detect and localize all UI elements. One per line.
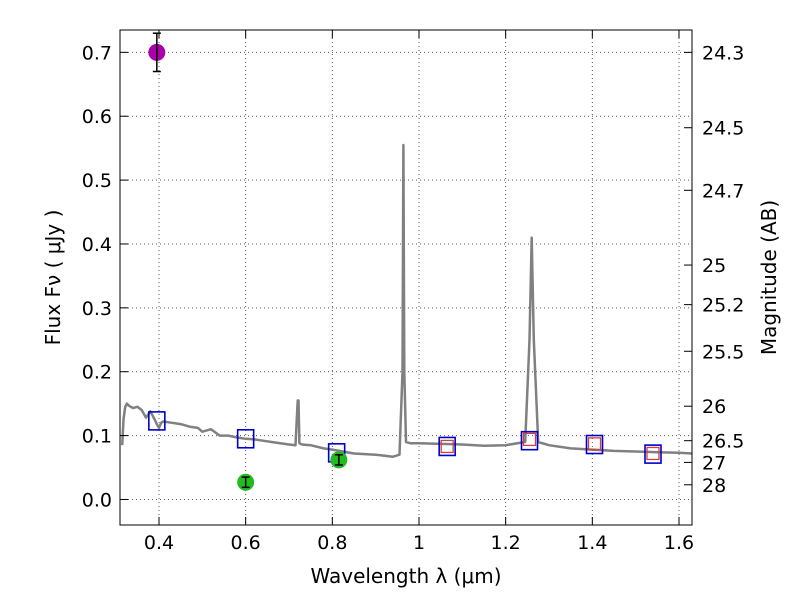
model-photometry-square — [585, 434, 604, 455]
y-tick-label: 0.3 — [82, 298, 112, 320]
observed-photometry-square — [646, 446, 660, 461]
observed-photometry-square — [440, 439, 454, 454]
y-tick-label: 0.0 — [82, 489, 112, 511]
x-tick-label: 0.4 — [144, 532, 174, 554]
x-tick-label: 1.6 — [664, 532, 694, 554]
right-tick-label: 28 — [702, 475, 726, 497]
x-tick-label: 1.4 — [577, 532, 607, 554]
right-tick-label: 26.5 — [702, 431, 744, 453]
y-tick-label: 0.2 — [82, 362, 112, 384]
axis-ticks: 0.4 0.6 0.8 1 1.2 1.4 1.6 0.0 0.1 0.2 0.3 0.4 0.5 0.6… — [82, 30, 744, 554]
model-photometry-square — [520, 430, 539, 451]
y-tick-label: 0.5 — [82, 170, 112, 192]
y-tick-label: 0.4 — [82, 234, 112, 256]
model-photometry-square — [148, 411, 166, 431]
right-axis-label: Magnitude (AB) — [757, 200, 781, 355]
plot-frame — [119, 29, 693, 526]
y-tick-label: 0.1 — [82, 426, 112, 448]
right-tick-label: 25 — [702, 255, 726, 277]
x-axis-label: Wavelength λ (μm) — [310, 564, 501, 588]
right-tick-label: 27 — [702, 452, 726, 474]
model-photometry-square — [644, 444, 662, 464]
x-tick-label: 0.8 — [317, 532, 347, 554]
model-photometry-square — [236, 428, 255, 449]
plot-series — [120, 32, 692, 491]
right-tick-label: 24.5 — [702, 118, 744, 140]
y-tick-label: 0.6 — [82, 106, 112, 128]
right-tick-label: 24.3 — [702, 42, 744, 64]
right-tick-label: 25.5 — [702, 341, 744, 363]
right-tick-label: 24.7 — [702, 180, 744, 202]
spectrum-line — [120, 143, 692, 458]
y-axis-label: Flux Fν ( μJy ) — [41, 210, 65, 346]
model-photometry-square — [438, 436, 456, 457]
right-tick-label: 26 — [702, 396, 726, 418]
x-tick-label: 1 — [413, 532, 425, 554]
x-tick-label: 0.6 — [231, 532, 261, 554]
observed-photometry-square — [522, 432, 537, 447]
observed-photometry-square — [587, 437, 602, 451]
x-tick-label: 1.2 — [491, 532, 521, 554]
y-tick-label: 0.7 — [82, 42, 112, 64]
right-tick-label: 25.2 — [702, 295, 744, 317]
